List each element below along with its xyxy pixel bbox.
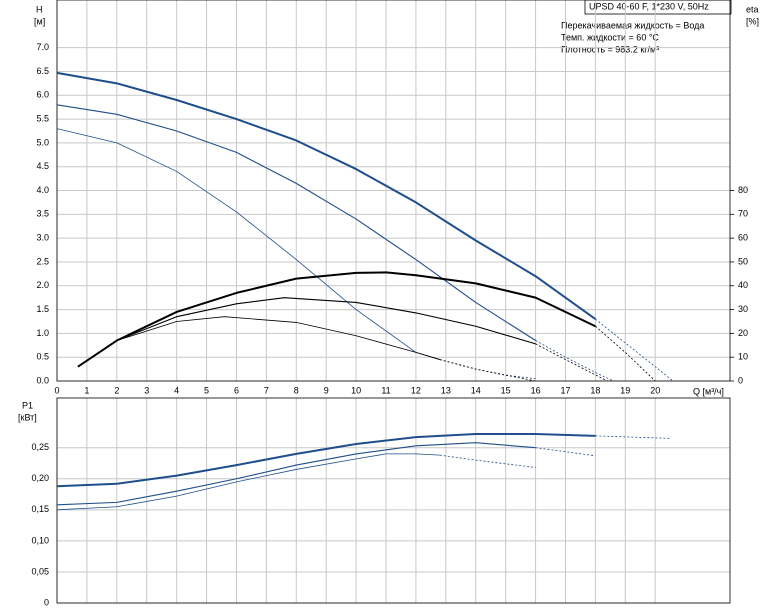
y-tick-label: 5.0 [36, 137, 49, 147]
curve [56, 128, 440, 360]
curve [535, 340, 614, 382]
y-unit: [кВт] [18, 412, 37, 422]
y-tick-label: 0.0 [36, 375, 49, 385]
title-box [584, 0, 732, 15]
x-tick-label: 9 [324, 385, 329, 395]
x-tick-label: 0 [54, 385, 59, 395]
curve [56, 453, 440, 511]
x-tick-label: 7 [264, 385, 269, 395]
y2-tick-label: 80 [738, 185, 748, 195]
curve [439, 359, 536, 382]
y-unit: [м] [34, 16, 45, 26]
chart-title: UPSD 40-60 F, 1*230 V, 50Hz [589, 1, 709, 11]
plot-frame [56, 397, 731, 604]
curve [56, 104, 536, 341]
x-tick-label: 6 [234, 385, 239, 395]
curve [439, 454, 536, 468]
y-tick-label: 7.0 [36, 42, 49, 52]
curve [595, 435, 671, 439]
x-tick-label: 3 [144, 385, 149, 395]
y2-tick-label: 30 [738, 304, 748, 314]
y-tick-label: 1.5 [36, 304, 49, 314]
y2-tick-label: 70 [738, 209, 748, 219]
curve [56, 433, 596, 488]
y-label: P1 [22, 400, 33, 410]
y-tick-label: 2.0 [36, 280, 49, 290]
y-tick-label: 0 [44, 597, 49, 607]
y-tick-label: 0,25 [31, 442, 49, 452]
x-tick-label: 2 [114, 385, 119, 395]
x-tick-label: 11 [381, 385, 390, 395]
x-tick-label: 20 [650, 385, 660, 395]
y2-tick-label: 0 [738, 375, 743, 385]
y-tick-label: 3.0 [36, 233, 49, 243]
y-tick-label: 4.0 [36, 185, 49, 195]
x-tick-label: 17 [560, 385, 570, 395]
curve [77, 316, 440, 368]
y-tick-label: 0,20 [31, 473, 49, 483]
x-tick-label: 18 [590, 385, 600, 395]
curve [56, 442, 536, 506]
curve [535, 343, 608, 382]
y-tick-label: 4.5 [36, 161, 49, 171]
note: Плотность = 983.2 кг/м³ [561, 44, 659, 54]
curve [77, 297, 536, 368]
curve [595, 325, 656, 382]
curve [56, 71, 596, 320]
y2-label: eta [746, 4, 759, 14]
plot-frame [56, 0, 731, 382]
y-tick-label: 5.5 [36, 113, 49, 123]
y-tick-label: 0.5 [36, 352, 49, 362]
y-tick-label: 6.5 [36, 66, 49, 76]
x-tick-label: 19 [620, 385, 630, 395]
x-tick-label: 4 [174, 385, 179, 395]
x-tick-label: 13 [441, 385, 451, 395]
x-tick-label: 16 [531, 385, 541, 395]
curve [77, 271, 596, 368]
x-label: Q [м³/ч] [693, 386, 724, 396]
y2-tick-label: 20 [738, 328, 748, 338]
y-label: H [36, 4, 43, 14]
note: Перекачиваемая жидкость = Вода [561, 20, 704, 30]
y2-tick-label: 50 [738, 256, 748, 266]
y2-tick-label: 10 [738, 352, 748, 362]
x-tick-label: 12 [411, 385, 421, 395]
y-tick-label: 1.0 [36, 328, 49, 338]
y-tick-label: 0,10 [31, 535, 49, 545]
y-tick-label: 2.5 [36, 256, 49, 266]
x-tick-label: 15 [501, 385, 511, 395]
y-tick-label: 6.0 [36, 90, 49, 100]
x-tick-label: 8 [294, 385, 299, 395]
x-tick-label: 14 [471, 385, 481, 395]
x-tick-label: 1 [84, 385, 89, 395]
y-tick-label: 0,15 [31, 504, 49, 514]
note: Темп. жидкости = 60 °C [561, 32, 659, 42]
y-tick-label: 3.5 [36, 209, 49, 219]
y2-tick-label: 60 [738, 233, 748, 243]
y2-unit: [%] [746, 16, 759, 26]
y-tick-label: 0,05 [31, 566, 49, 576]
x-tick-label: 5 [204, 385, 209, 395]
y2-tick-label: 40 [738, 280, 748, 290]
x-tick-label: 10 [351, 385, 361, 395]
curve [595, 318, 674, 382]
